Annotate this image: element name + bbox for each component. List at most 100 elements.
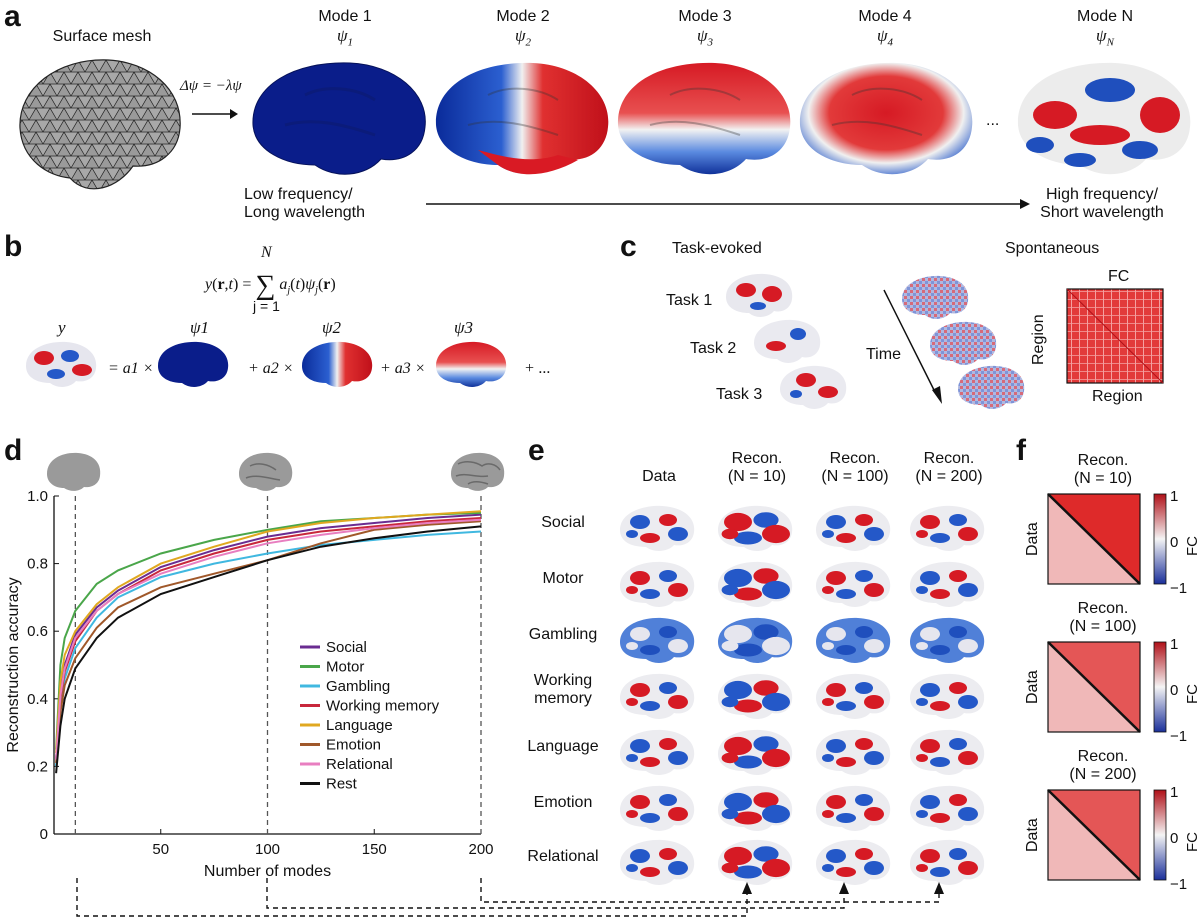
e-brain-map <box>718 673 793 719</box>
y-tick-label: 0.8 <box>27 556 48 573</box>
e-brain-map <box>910 561 985 607</box>
term-psi1: ψ1 <box>190 318 210 337</box>
e-column-header: Recon. (N = 200) <box>915 450 983 486</box>
e-brain-map <box>910 785 985 831</box>
e-row-label: Gambling <box>528 626 598 643</box>
f-cbar-tick: 0 <box>1170 682 1179 699</box>
laplace-equation: Δψ = −λψ <box>180 78 242 94</box>
task-2-label: Task 2 <box>690 340 737 357</box>
e-brain-map <box>620 673 695 719</box>
mesh-arrow <box>192 109 238 119</box>
f-cbar-label: FC <box>1184 832 1200 852</box>
dashed-connectors <box>76 878 944 917</box>
panel-d-letter: d <box>4 434 23 467</box>
e-brain-map <box>816 785 891 831</box>
y-tick-label: 0.2 <box>27 758 48 775</box>
e-brain-map <box>910 839 985 885</box>
e-brain-map <box>910 729 985 775</box>
d-brain-medium <box>239 452 293 491</box>
reconstruction-chart: 0 0.2 0.4 0.6 0.8 1.0 50 100 150 200 Number of mod… <box>5 488 494 880</box>
y-tick-label: 0 <box>40 826 48 843</box>
mode-n-title: Mode N ψN <box>1076 8 1134 49</box>
f-cbar-label: FC <box>1184 684 1200 704</box>
f-block-title: Recon. (N = 10) <box>1073 452 1133 488</box>
panel-f-letter: f <box>1016 434 1026 467</box>
mode-2-title: Mode 2 ψ2 <box>496 8 550 49</box>
legend-label: Gambling <box>326 678 390 695</box>
e-brain-map <box>718 839 793 885</box>
f-fc-matrix <box>1047 493 1167 585</box>
x-axis-label: Number of modes <box>204 863 331 880</box>
surface-mesh-label: Surface mesh <box>52 28 152 45</box>
mode-2-brain <box>435 62 609 175</box>
modes-ellipsis: ... <box>986 112 1000 129</box>
e-brain-map <box>620 617 695 663</box>
f-block-title: Recon. (N = 100) <box>1069 600 1137 636</box>
task-2-brain <box>754 319 821 363</box>
mode-3-brain <box>617 62 791 175</box>
x-tick-label: 100 <box>255 841 280 858</box>
y-tick-label: 1.0 <box>27 488 48 505</box>
e-column-header: Data <box>642 468 676 485</box>
spont-brain-3 <box>958 365 1025 409</box>
task-1-label: Task 1 <box>666 292 713 309</box>
e-row-label: Emotion <box>533 794 593 811</box>
d-brain-smooth <box>47 452 101 491</box>
panel-e-grid: Data Recon. (N = 10) Recon. (N = 100) Recon.(… <box>520 444 1010 885</box>
f-cbar-tick: 1 <box>1170 784 1179 801</box>
legend-label: Rest <box>326 776 358 793</box>
e-brain-map <box>816 505 891 551</box>
e-brain-map <box>816 561 891 607</box>
panel-e-letter: e <box>528 434 545 467</box>
mode-4-title: Mode 4 ψ4 <box>858 8 912 49</box>
x-tick-label: 200 <box>468 841 493 858</box>
sum-lower: j = 1 <box>253 298 280 314</box>
f-cbar-tick: −1 <box>1170 728 1188 745</box>
legend-label: Language <box>326 717 393 734</box>
mode-4-brain <box>799 62 973 175</box>
e-brain-map <box>816 839 891 885</box>
b-brain-psi1 <box>158 341 229 387</box>
e-brain-map <box>816 617 891 663</box>
task-evoked-label: Task-evoked <box>672 240 762 257</box>
b-brain-psi2 <box>302 341 373 387</box>
f-cbar-tick: 0 <box>1170 830 1179 847</box>
frequency-arrow <box>426 199 1030 209</box>
f-data-label: Data <box>1024 670 1041 704</box>
e-brain-map <box>620 561 695 607</box>
d-brain-detailed <box>451 452 505 491</box>
series-line-language <box>55 510 482 753</box>
e-brain-map <box>816 673 891 719</box>
y-tick-label: 0.4 <box>27 691 48 708</box>
task-3-label: Task 3 <box>716 386 763 403</box>
panel-a-letter: a <box>4 0 21 33</box>
fc-label: FC <box>1108 268 1130 285</box>
series-line-gambling <box>55 530 482 767</box>
legend-label: Emotion <box>326 737 381 754</box>
e-brain-map <box>620 839 695 885</box>
series-line-rest <box>55 525 482 774</box>
legend-label: Motor <box>326 659 364 676</box>
series-line-emotion <box>55 520 482 764</box>
legend-label: Relational <box>326 756 393 773</box>
e-brain-map <box>718 505 793 551</box>
e-brain-map <box>910 673 985 719</box>
mode-n-brain <box>1017 62 1191 175</box>
time-label: Time <box>866 346 901 363</box>
mode-1-title: Mode 1 ψ1 <box>318 8 372 49</box>
op-ellipsis: + ... <box>524 360 551 377</box>
e-brain-map <box>910 617 985 663</box>
e-row-label: Relational <box>527 848 599 865</box>
spontaneous-label: Spontaneous <box>1005 240 1100 257</box>
f-cbar-tick: −1 <box>1170 876 1188 893</box>
task-1-brain <box>726 273 793 317</box>
time-arrow <box>883 289 942 404</box>
sum-upper: N <box>261 244 272 261</box>
e-row-label: Working memory <box>533 672 593 708</box>
e-brain-map <box>620 785 695 831</box>
b-brain-psi3 <box>436 341 507 387</box>
e-brain-map <box>718 617 793 663</box>
f-block-title: Recon. (N = 200) <box>1069 748 1137 784</box>
f-cbar-tick: 0 <box>1170 534 1179 551</box>
term-psi3: ψ3 <box>454 318 474 337</box>
